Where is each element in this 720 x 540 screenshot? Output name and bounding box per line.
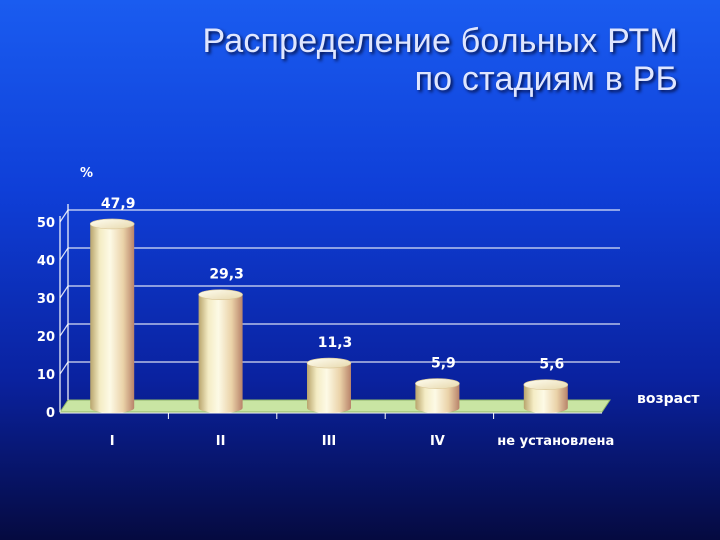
y-tick-label: 40 bbox=[37, 254, 55, 269]
x-category-label: III bbox=[322, 434, 337, 449]
bar-2 bbox=[198, 289, 243, 413]
y-tick-label: 30 bbox=[37, 292, 55, 307]
gridline-depth bbox=[59, 285, 69, 299]
data-label: 5,6 bbox=[539, 357, 564, 373]
data-label: 47,9 bbox=[101, 196, 136, 212]
slide-title-line-2: по стадиям в РБ bbox=[414, 60, 678, 98]
slide-title-line-1: Распределение больных РТМ bbox=[202, 22, 678, 60]
y-tick-label: 10 bbox=[37, 368, 55, 383]
gridline-depth bbox=[59, 361, 69, 375]
gridline-depth bbox=[59, 209, 69, 223]
bar-1 bbox=[89, 218, 135, 413]
bar-3 bbox=[306, 357, 352, 413]
x-category-label: I bbox=[110, 434, 115, 449]
gridline-depth bbox=[59, 323, 69, 337]
bar-4 bbox=[415, 378, 460, 413]
y-tick-label: 50 bbox=[37, 216, 55, 231]
y-tick-label: 0 bbox=[46, 406, 55, 421]
y-axis-unit-label: % bbox=[80, 166, 93, 181]
x-axis-name-label: возраст bbox=[637, 391, 700, 407]
x-category-label: II bbox=[216, 434, 226, 449]
x-category-label: не установлена bbox=[497, 434, 614, 449]
x-category-label: IV bbox=[430, 434, 445, 449]
data-label: 11,3 bbox=[318, 335, 353, 351]
y-tick-label: 20 bbox=[37, 330, 55, 345]
bars bbox=[89, 218, 569, 413]
gridline-depth bbox=[59, 247, 69, 261]
slide-title: Распределение больных РТМ по стадиям в Р… bbox=[202, 22, 678, 98]
data-labels: 47,9 29,3 11,3 5,9 5,6 bbox=[101, 196, 564, 373]
data-label: 5,9 bbox=[431, 356, 456, 372]
bar-5 bbox=[523, 379, 569, 413]
data-label: 29,3 bbox=[209, 267, 244, 283]
